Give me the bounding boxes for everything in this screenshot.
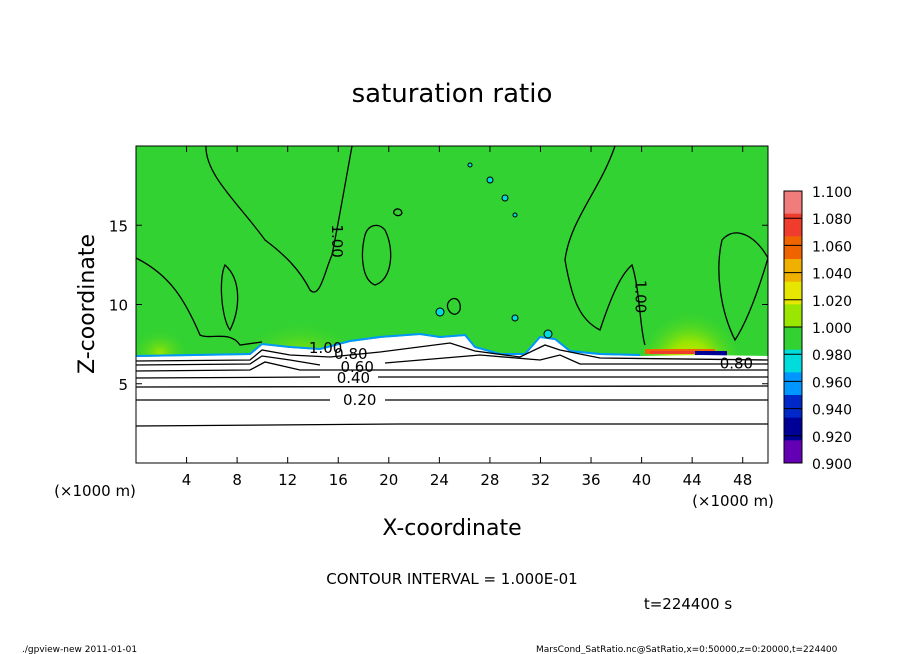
colorbar-segment [784, 349, 802, 373]
contour-interval-text: CONTOUR INTERVAL = 1.000E-01 [326, 570, 577, 588]
colorbar-segment [784, 395, 802, 419]
contour-line-060 [136, 354, 768, 366]
contour-label: 0.20 [343, 391, 376, 409]
colorbar-label: 0.920 [812, 430, 852, 446]
heatmap-cell [511, 314, 519, 322]
colorbar-label: 1.060 [812, 239, 852, 255]
footer-left: ./gpview-new 2011-01-01 [22, 645, 137, 654]
contour-line-100-right [564, 146, 646, 346]
contour-line-100-upper [205, 146, 353, 293]
x-tick-label: 8 [232, 471, 242, 489]
colorbar-segment [784, 417, 802, 441]
contour-label: 0.80 [720, 355, 753, 373]
x-tick-label: 32 [531, 471, 550, 489]
contour-line-050 [136, 361, 768, 372]
x-tick-label: 36 [581, 471, 600, 489]
time-text: t=224400 s [644, 595, 732, 613]
x-tick-label: 4 [182, 471, 192, 489]
contour-line-100-small-2 [446, 297, 461, 315]
heatmap-boundary-rim [136, 332, 641, 357]
y-tick-label: 15 [109, 217, 128, 235]
x-axis-label: X-coordinate [382, 516, 521, 541]
contour-label: 1.00 [309, 339, 342, 357]
heatmap-cold-patch [695, 351, 727, 357]
colorbar-label: 1.100 [812, 185, 852, 201]
colorbar-segment [784, 440, 802, 464]
colorbar-label: 1.080 [812, 212, 852, 228]
contour-lines [136, 146, 768, 427]
contour-line-100-loop [220, 263, 239, 332]
plot-area: 1.001.001.000.800.800.600.400.20 [136, 146, 768, 463]
heatmap-warm-region-3 [136, 313, 190, 363]
contour-line-030 [136, 385, 768, 388]
x-tick-label: 20 [379, 471, 398, 489]
heatmap-cell [501, 194, 509, 202]
colorbar-segment [784, 213, 802, 237]
contour-label: 0.80 [334, 345, 367, 363]
heatmap-cell [512, 212, 518, 218]
colorbar-segment [784, 327, 802, 351]
colorbar-label: 0.960 [812, 375, 852, 391]
contour-line-100-right-loop [718, 232, 768, 342]
heatmap-cell [486, 176, 494, 184]
contour-label: 1.00 [631, 280, 649, 313]
x-tick-label: 44 [683, 471, 702, 489]
colorbar-segment [784, 236, 802, 260]
colorbar-segment [784, 304, 802, 328]
chart-title: saturation ratio [352, 79, 553, 109]
colorbar-label: 0.900 [812, 457, 852, 473]
y-tick-label: 5 [118, 376, 128, 394]
colorbar-label: 1.040 [812, 267, 852, 283]
colorbar-label: 1.000 [812, 321, 852, 337]
heatmap-cell [435, 307, 445, 317]
contour-label: 1.00 [328, 224, 346, 257]
x-tick-label: 40 [632, 471, 651, 489]
colorbar-segment [784, 259, 802, 283]
colorbar: 1.100 1.080 1.060 1.040 1.020 1.000 0.980 0.960… [783, 185, 852, 473]
contour-line-070 [136, 342, 768, 362]
x-unit-left: (×1000 m) [54, 482, 136, 500]
heatmap-scattered-cells [435, 162, 553, 339]
colorbar-label: 0.980 [812, 348, 852, 364]
x-tick-label: 28 [480, 471, 499, 489]
contour-line-100-blob [361, 224, 392, 286]
colorbar-segment [784, 191, 802, 215]
colorbar-label: 0.940 [812, 403, 852, 419]
footer-right: MarsCond_SatRatio.nc@SatRatio,x=0:50000,… [536, 645, 838, 654]
x-unit-right: (×1000 m) [692, 492, 774, 510]
x-tick-label: 12 [278, 471, 297, 489]
heatmap-cell [543, 329, 553, 339]
contour-label: 0.60 [340, 358, 373, 376]
y-axis-label: Z-coordinate [75, 234, 100, 374]
colorbar-segment [784, 372, 802, 396]
contour-line-040 [136, 376, 768, 379]
contour-labels: 1.001.001.000.800.800.600.400.20 [309, 224, 753, 409]
contour-line-100-small [393, 208, 403, 217]
heatmap-cell [467, 162, 473, 168]
contour-label: 0.40 [337, 369, 370, 387]
contour-line-100-left [136, 257, 263, 346]
contour-line-lowest [136, 423, 768, 427]
heatmap-dry-region [136, 335, 768, 463]
x-tick-label: 24 [430, 471, 449, 489]
x-tick-label: 16 [329, 471, 348, 489]
colorbar-label: 1.020 [812, 294, 852, 310]
heatmap-hot-band-2 [650, 351, 700, 354]
colorbar-segment [784, 281, 802, 305]
x-tick-label: 48 [733, 471, 752, 489]
y-tick-label: 10 [109, 297, 128, 315]
